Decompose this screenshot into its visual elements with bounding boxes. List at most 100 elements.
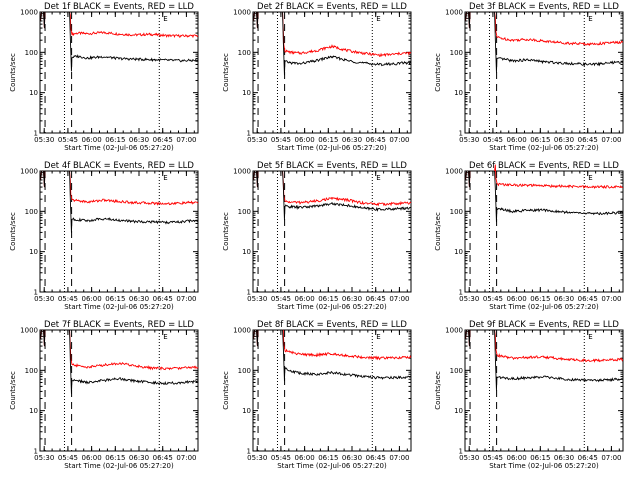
y-tick-label: 10: [29, 89, 38, 97]
y-tick-label: 100: [450, 49, 463, 57]
y-tick-label: 100: [238, 49, 251, 57]
y-tick-label: 1: [34, 289, 38, 297]
plot-frame: [39, 11, 199, 134]
x-tick-label: 06:45: [366, 295, 386, 303]
events-series-line: [40, 170, 199, 233]
y-tick-label: 1: [34, 130, 38, 138]
lld-series-line: [465, 11, 624, 47]
x-tick-label: 07:00: [601, 295, 621, 303]
panel-title: Det 2f BLACK = Events, RED = LLD: [257, 2, 407, 12]
x-tick-label: 05:45: [483, 295, 503, 303]
x-axis-label: Start Time (02-Jul-06 05:27:20): [277, 303, 387, 311]
x-tick-label: 07:00: [176, 136, 196, 144]
y-tick-label: 100: [238, 367, 251, 375]
x-tick-label: 06:15: [318, 295, 338, 303]
y-tick-label: 1: [247, 289, 251, 297]
y-tick-label: 10: [29, 407, 38, 415]
x-tick-label: 06:45: [153, 136, 173, 144]
x-tick-label: 05:45: [58, 454, 78, 462]
y-tick-label: 100: [25, 367, 38, 375]
lld-series-line: [253, 170, 412, 207]
marker-label: E: [376, 174, 380, 182]
events-series-line: [40, 11, 199, 72]
panel-title: Det 4f BLACK = Events, RED = LLD: [44, 161, 194, 171]
x-tick-label: 07:00: [389, 136, 409, 144]
x-tick-label: 05:30: [34, 136, 54, 144]
x-tick-label: 06:15: [318, 454, 338, 462]
events-series-line: [253, 11, 412, 76]
x-tick-label: 05:45: [271, 136, 291, 144]
marker-label: E: [376, 333, 380, 341]
panel-title: Det 3f BLACK = Events, RED = LLD: [469, 2, 619, 12]
y-tick-label: 1000: [233, 168, 251, 176]
x-axis-label: Start Time (02-Jul-06 05:27:20): [489, 303, 599, 311]
y-tick-label: 1: [34, 448, 38, 456]
y-tick-label: 100: [25, 49, 38, 57]
panel-title: Det 9f BLACK = Events, RED = LLD: [469, 320, 619, 330]
x-tick-label: 05:45: [271, 454, 291, 462]
x-axis-label: Start Time (02-Jul-06 05:27:20): [489, 462, 599, 470]
events-series-line: [253, 329, 412, 382]
x-tick-label: 06:45: [153, 454, 173, 462]
x-tick-label: 06:30: [342, 295, 362, 303]
y-axis-label: Counts/sec: [222, 371, 230, 410]
x-tick-label: 06:45: [366, 454, 386, 462]
x-tick-label: 06:00: [295, 136, 315, 144]
detector-panel: Det 4f BLACK = Events, RED = LLD 1 10 100 10…: [9, 161, 199, 311]
x-tick-label: 05:30: [247, 454, 267, 462]
y-axis-label: Counts/sec: [434, 371, 442, 410]
x-tick-label: 05:45: [58, 136, 78, 144]
y-axis-label: Counts/sec: [9, 371, 17, 410]
y-axis-label: Counts/sec: [434, 212, 442, 251]
x-tick-label: 06:30: [129, 295, 149, 303]
x-axis-label: Start Time (02-Jul-06 05:27:20): [64, 144, 174, 152]
panel-title: Det 6f BLACK = Events, RED = LLD: [469, 161, 619, 171]
x-tick-label: 06:00: [82, 454, 102, 462]
marker-label: E: [588, 174, 592, 182]
x-axis-label: Start Time (02-Jul-06 05:27:20): [64, 462, 174, 470]
plot-frame: [39, 329, 199, 452]
detector-panel: Det 9f BLACK = Events, RED = LLD 1 10 100 10…: [434, 320, 624, 470]
y-tick-label: 1000: [20, 9, 38, 17]
y-tick-label: 10: [242, 89, 251, 97]
events-series-line: [40, 329, 199, 394]
events-series-line: [465, 170, 623, 223]
x-tick-label: 06:30: [129, 454, 149, 462]
detector-panel: Det 8f BLACK = Events, RED = LLD 1 10 100 10…: [222, 320, 412, 470]
panel-title: Det 1f BLACK = Events, RED = LLD: [44, 2, 194, 12]
y-tick-label: 100: [450, 208, 463, 216]
x-tick-label: 07:00: [389, 454, 409, 462]
y-tick-label: 10: [242, 407, 251, 415]
y-tick-label: 1: [459, 289, 463, 297]
x-tick-label: 05:30: [459, 136, 479, 144]
x-tick-label: 06:00: [507, 136, 527, 144]
marker-label: E: [163, 174, 167, 182]
plot-frame: [39, 170, 199, 293]
plot-frame: [464, 170, 624, 293]
x-tick-label: 06:45: [578, 454, 598, 462]
y-tick-label: 10: [454, 248, 463, 256]
x-tick-label: 06:00: [82, 136, 102, 144]
x-tick-label: 06:00: [82, 295, 102, 303]
y-axis-label: Counts/sec: [434, 53, 442, 92]
panel-title: Det 8f BLACK = Events, RED = LLD: [257, 320, 407, 330]
marker-label: E: [376, 15, 380, 23]
y-tick-label: 10: [29, 248, 38, 256]
x-tick-label: 05:30: [34, 295, 54, 303]
x-tick-label: 06:15: [530, 136, 550, 144]
detector-panel: Det 2f BLACK = Events, RED = LLD 1 10 100 10…: [222, 2, 412, 152]
y-axis-label: Counts/sec: [222, 53, 230, 92]
panel-title: Det 7f BLACK = Events, RED = LLD: [44, 320, 194, 330]
x-tick-label: 06:00: [295, 295, 315, 303]
detector-panel: Det 1f BLACK = Events, RED = LLD 1 10 100 10…: [9, 2, 199, 152]
detector-panel: Det 3f BLACK = Events, RED = LLD 1 10 100 10…: [434, 2, 624, 152]
detector-panel: Det 7f BLACK = Events, RED = LLD 1 10 100 10…: [9, 320, 199, 470]
plot-frame: [252, 329, 412, 452]
y-axis-label: Counts/sec: [9, 212, 17, 251]
x-tick-label: 07:00: [389, 295, 409, 303]
y-tick-label: 1: [247, 448, 251, 456]
x-tick-label: 07:00: [176, 454, 196, 462]
events-series-line: [465, 11, 624, 73]
y-tick-label: 100: [238, 208, 251, 216]
x-tick-label: 06:45: [578, 136, 598, 144]
